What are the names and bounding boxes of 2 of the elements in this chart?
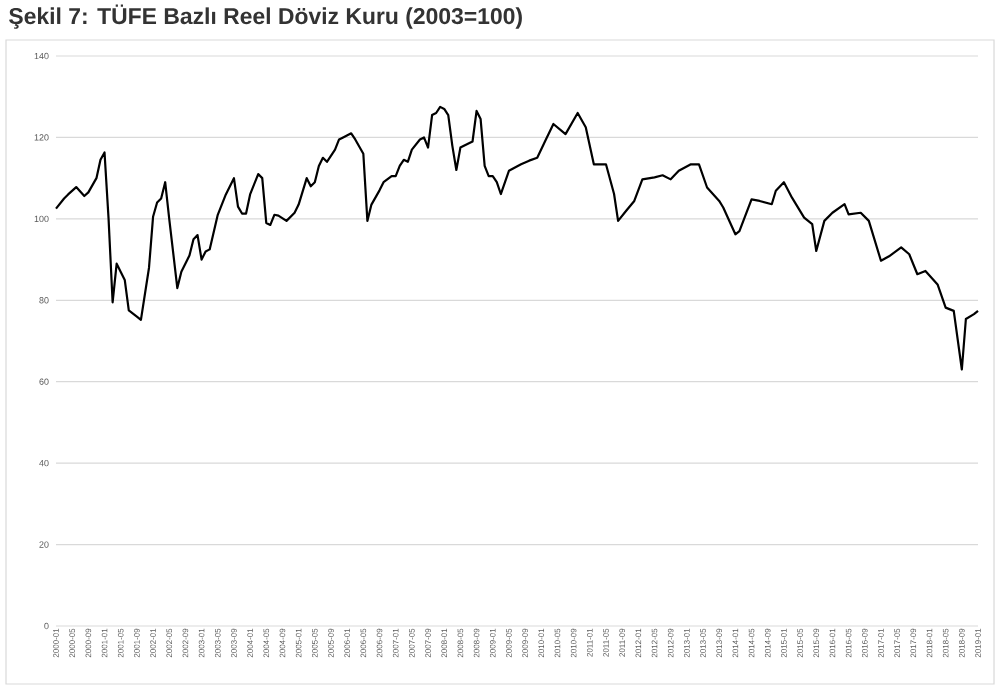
chart-title: Şekil 7: TÜFE Bazlı Reel Döviz Kuru (2003=100) (9, 4, 522, 29)
line-series (54, 105, 980, 371)
